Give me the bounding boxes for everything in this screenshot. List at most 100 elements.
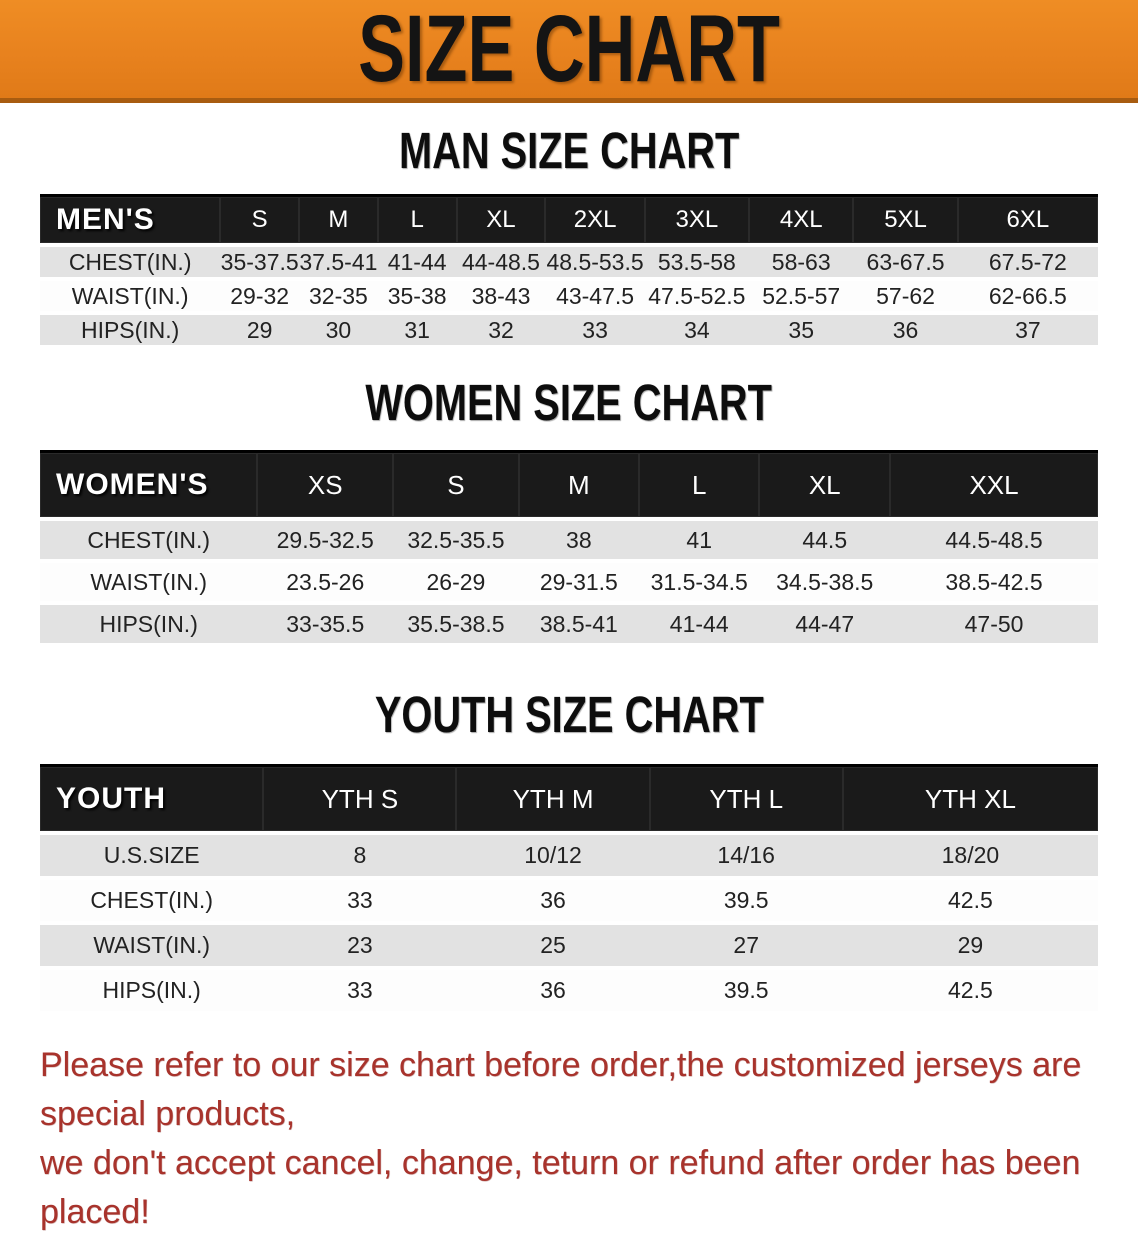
- row-label: WAIST(IN.): [40, 281, 221, 316]
- youth-table-header: YOUTH YTH S YTH M YTH L YTH XL: [40, 764, 1098, 836]
- size-value-cell: 44-48.5: [456, 247, 546, 282]
- size-value-cell: 36: [456, 970, 650, 1016]
- man-section-title: MAN SIZE CHART: [0, 123, 1138, 178]
- size-value-cell: 62-66.5: [957, 281, 1098, 316]
- table-row: U.S.SIZE 8 10/12 14/16 18/20: [40, 835, 1098, 881]
- row-label: U.S.SIZE: [40, 835, 264, 881]
- size-column-header: YTH XL: [842, 764, 1098, 836]
- size-value-cell: 67.5-72: [957, 247, 1098, 282]
- size-value-cell: 29.5-32.5: [257, 521, 394, 564]
- size-value-cell: 39.5: [649, 970, 843, 1016]
- size-value-cell: 29: [842, 925, 1098, 971]
- size-value-cell: 43-47.5: [545, 281, 645, 316]
- size-value-cell: 14/16: [649, 835, 843, 881]
- size-value-cell: 44.5-48.5: [890, 521, 1098, 564]
- size-value-cell: 38-43: [456, 281, 546, 316]
- table-row: HIPS(IN.) 33-35.5 35.5-38.5 38.5-41 41-44 44-…: [40, 605, 1098, 648]
- size-value-cell: 34: [644, 315, 750, 350]
- banner-title: SIZE CHART: [358, 0, 780, 102]
- size-value-cell: 23.5-26: [257, 563, 394, 606]
- table-row: WAIST(IN.) 29-32 32-35 35-38 38-43 43-47.5 47.…: [40, 281, 1098, 316]
- size-column-header: M: [299, 194, 378, 248]
- banner: SIZE CHART: [0, 0, 1138, 103]
- table-corner-label: YOUTH: [40, 764, 264, 836]
- table-corner-label: WOMEN'S: [40, 450, 258, 522]
- size-value-cell: 35-37.5: [220, 247, 300, 282]
- size-value-cell: 29-31.5: [518, 563, 640, 606]
- size-value-cell: 44.5: [759, 521, 891, 564]
- size-column-header: L: [377, 194, 457, 248]
- size-value-cell: 31: [377, 315, 457, 350]
- size-value-cell: 39.5: [649, 880, 843, 926]
- row-label: CHEST(IN.): [40, 247, 221, 282]
- size-value-cell: 33: [263, 970, 457, 1016]
- size-value-cell: 36: [456, 880, 650, 926]
- size-value-cell: 38: [518, 521, 640, 564]
- table-row: WAIST(IN.) 23.5-26 26-29 29-31.5 31.5-34.5 34…: [40, 563, 1098, 606]
- row-label: HIPS(IN.): [40, 315, 221, 350]
- size-column-header: XS: [257, 450, 394, 522]
- size-value-cell: 42.5: [842, 970, 1098, 1016]
- youth-section-title-text: YOUTH SIZE CHART: [374, 686, 764, 744]
- size-value-cell: 33-35.5: [257, 605, 394, 648]
- table-row: CHEST(IN.) 33 36 39.5 42.5: [40, 880, 1098, 926]
- size-column-header: M: [518, 450, 640, 522]
- size-value-cell: 42.5: [842, 880, 1098, 926]
- size-value-cell: 34.5-38.5: [759, 563, 891, 606]
- women-table-header: WOMEN'S XS S M L XL XXL: [40, 450, 1098, 522]
- row-label: HIPS(IN.): [40, 605, 258, 648]
- youth-size-table: YOUTH YTH S YTH M YTH L YTH XL U.S.SIZE 8 10/1…: [40, 764, 1098, 1016]
- size-column-header: S: [220, 194, 300, 248]
- size-value-cell: 38.5-42.5: [890, 563, 1098, 606]
- table-row: HIPS(IN.) 29 30 31 32 33 34 35 36 37: [40, 315, 1098, 350]
- size-value-cell: 57-62: [853, 281, 958, 316]
- men-table-body: CHEST(IN.) 35-37.5 37.5-41 41-44 44-48.5 48.5…: [40, 247, 1098, 350]
- size-column-header: XXL: [890, 450, 1098, 522]
- size-value-cell: 30: [299, 315, 378, 350]
- size-column-header: XL: [456, 194, 546, 248]
- size-value-cell: 26-29: [393, 563, 519, 606]
- size-value-cell: 37.5-41: [299, 247, 378, 282]
- women-table-body: CHEST(IN.) 29.5-32.5 32.5-35.5 38 41 44.5 44.5…: [40, 521, 1098, 648]
- size-value-cell: 8: [263, 835, 457, 881]
- size-value-cell: 37: [957, 315, 1098, 350]
- size-value-cell: 32.5-35.5: [393, 521, 519, 564]
- size-value-cell: 18/20: [842, 835, 1098, 881]
- size-value-cell: 53.5-58: [644, 247, 750, 282]
- size-column-header: 4XL: [749, 194, 854, 248]
- size-value-cell: 35-38: [377, 281, 457, 316]
- row-label: CHEST(IN.): [40, 521, 258, 564]
- size-column-header: 6XL: [957, 194, 1098, 248]
- men-size-table: MEN'S S M L XL 2XL 3XL 4XL 5XL 6XL CHEST(IN.) 35-3…: [40, 194, 1098, 350]
- size-value-cell: 63-67.5: [853, 247, 958, 282]
- table-corner-label: MEN'S: [40, 194, 221, 248]
- row-label: WAIST(IN.): [40, 563, 258, 606]
- size-value-cell: 36: [853, 315, 958, 350]
- size-value-cell: 27: [649, 925, 843, 971]
- size-column-header: YTH M: [456, 764, 650, 836]
- size-value-cell: 38.5-41: [518, 605, 640, 648]
- size-column-header: 3XL: [644, 194, 750, 248]
- size-value-cell: 35: [749, 315, 854, 350]
- size-value-cell: 29-32: [220, 281, 300, 316]
- men-table-header: MEN'S S M L XL 2XL 3XL 4XL 5XL 6XL: [40, 194, 1098, 248]
- youth-section-title: YOUTH SIZE CHART: [0, 687, 1138, 742]
- row-label: WAIST(IN.): [40, 925, 264, 971]
- size-column-header: YTH S: [263, 764, 457, 836]
- table-row: CHEST(IN.) 35-37.5 37.5-41 41-44 44-48.5 48.5…: [40, 247, 1098, 282]
- women-size-table: WOMEN'S XS S M L XL XXL CHEST(IN.) 29.5-32.5 32.…: [40, 450, 1098, 648]
- size-value-cell: 47.5-52.5: [644, 281, 750, 316]
- size-column-header: YTH L: [649, 764, 843, 836]
- row-label: CHEST(IN.): [40, 880, 264, 926]
- size-value-cell: 10/12: [456, 835, 650, 881]
- size-column-header: L: [639, 450, 760, 522]
- size-value-cell: 48.5-53.5: [545, 247, 645, 282]
- man-section-title-text: MAN SIZE CHART: [398, 122, 740, 179]
- disclaimer-line-1: Please refer to our size chart before or…: [40, 1046, 1082, 1134]
- size-value-cell: 25: [456, 925, 650, 971]
- size-value-cell: 41-44: [639, 605, 760, 648]
- size-column-header: 2XL: [545, 194, 645, 248]
- disclaimer: Please refer to our size chart before or…: [40, 1041, 1118, 1237]
- women-section-title-text: WOMEN SIZE CHART: [365, 374, 773, 432]
